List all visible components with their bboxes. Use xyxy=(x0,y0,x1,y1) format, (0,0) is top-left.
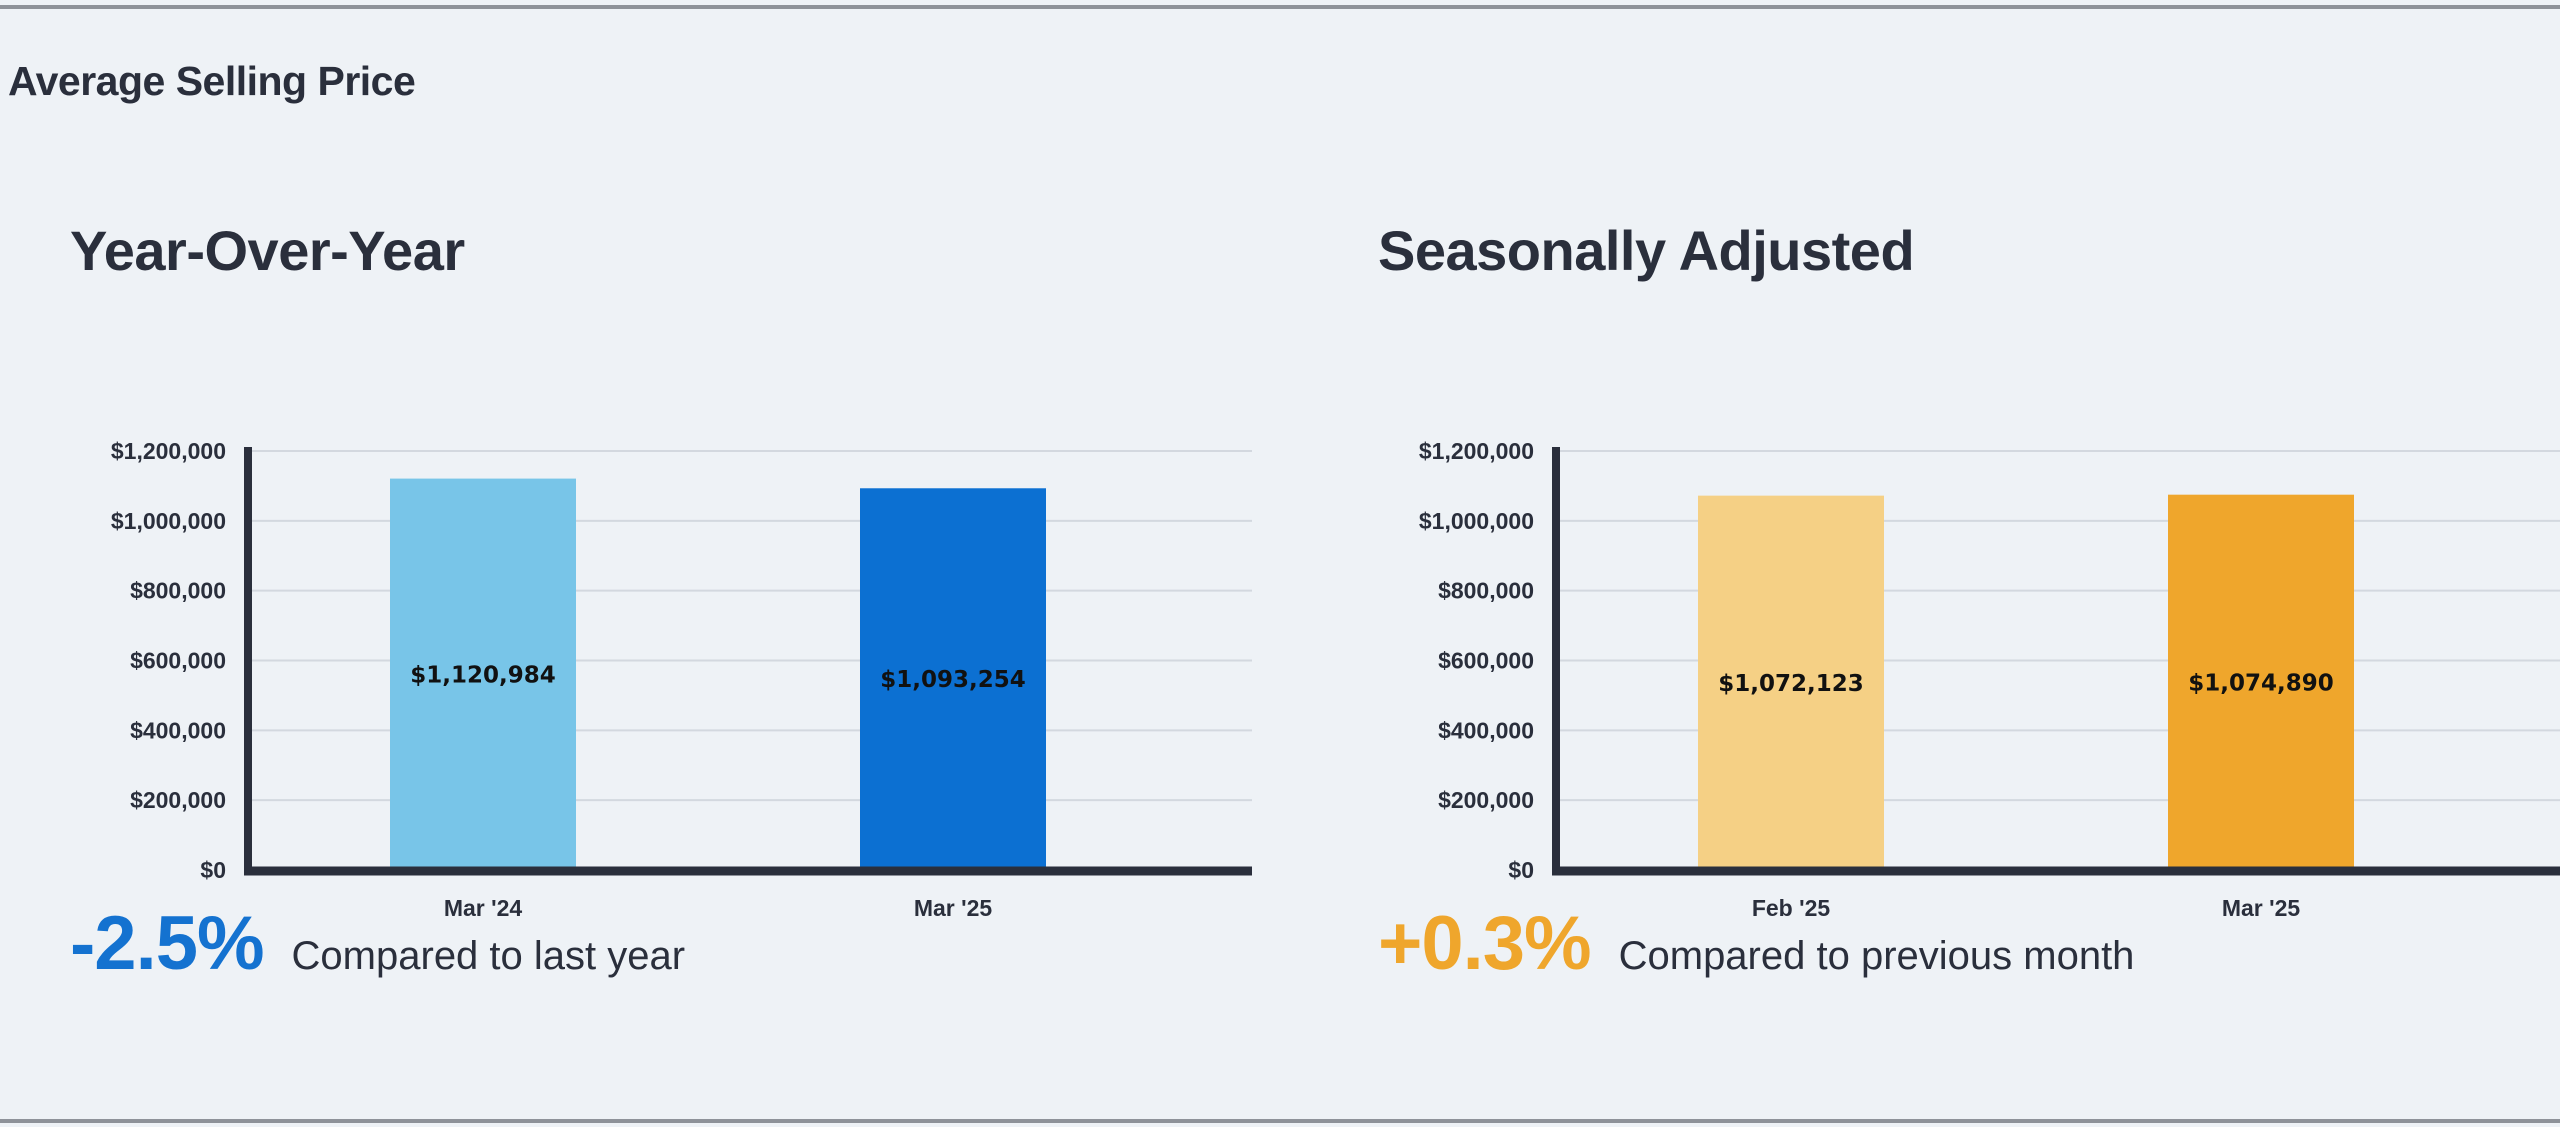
y-tick-label: $600,000 xyxy=(1438,648,1534,674)
y-tick-label: $800,000 xyxy=(130,578,226,604)
seasonally-adjusted-chart: $0 $200,000 $400,000 $600,000 $800,000 $1,000… xyxy=(1419,438,2560,921)
change-stat: -2.5% Compared to last year xyxy=(70,900,685,987)
bar xyxy=(390,478,576,870)
bottom-divider xyxy=(0,1119,2560,1123)
change-percent: +0.3% xyxy=(1378,901,1592,986)
panel-title: Year-Over-Year xyxy=(70,219,465,282)
y-tick-label: $200,000 xyxy=(130,787,226,813)
change-description: Compared to previous month xyxy=(1618,934,2135,978)
y-tick-label: $0 xyxy=(1508,857,1534,883)
y-tick-label: $1,000,000 xyxy=(111,508,226,534)
year-over-year-panel: Year-Over-Year $0 $200,000 $400,000 $600,00… xyxy=(68,210,1308,1000)
y-tick-label: $400,000 xyxy=(130,717,226,743)
panel-title: Seasonally Adjusted xyxy=(1378,219,1915,282)
y-tick-label: $1,200,000 xyxy=(1419,438,1534,464)
seasonally-adjusted-panel: Seasonally Adjusted $0 $200,000 $400,000 $6… xyxy=(1376,210,2560,1000)
y-tick-label: $1,000,000 xyxy=(1419,508,1534,534)
y-tick-label: $0 xyxy=(200,857,226,883)
bar-value-label: $1,074,890 xyxy=(2188,670,2334,696)
section-title: Average Selling Price xyxy=(8,58,416,104)
x-category-label: Mar '25 xyxy=(2222,895,2301,921)
y-tick-label: $600,000 xyxy=(130,648,226,674)
change-percent: -2.5% xyxy=(70,901,265,986)
top-divider xyxy=(0,5,2560,9)
change-description: Compared to last year xyxy=(291,934,686,978)
x-category-label: Mar '24 xyxy=(444,895,523,921)
bar-value-label: $1,093,254 xyxy=(880,667,1026,693)
x-category-label: Feb '25 xyxy=(1752,895,1831,921)
y-tick-label: $400,000 xyxy=(1438,717,1534,743)
y-tick-label: $200,000 xyxy=(1438,787,1534,813)
y-tick-label: $800,000 xyxy=(1438,578,1534,604)
change-stat: +0.3% Compared to previous month xyxy=(1378,900,2134,987)
y-tick-label: $1,200,000 xyxy=(111,438,226,464)
bar-value-label: $1,120,984 xyxy=(410,662,556,688)
bar xyxy=(860,488,1046,870)
bar-value-label: $1,072,123 xyxy=(1718,671,1864,697)
bar xyxy=(1698,495,1884,870)
year-over-year-chart: $0 $200,000 $400,000 $600,000 $800,000 $1,000… xyxy=(111,438,1252,921)
x-category-label: Mar '25 xyxy=(914,895,993,921)
bar xyxy=(2168,494,2354,870)
